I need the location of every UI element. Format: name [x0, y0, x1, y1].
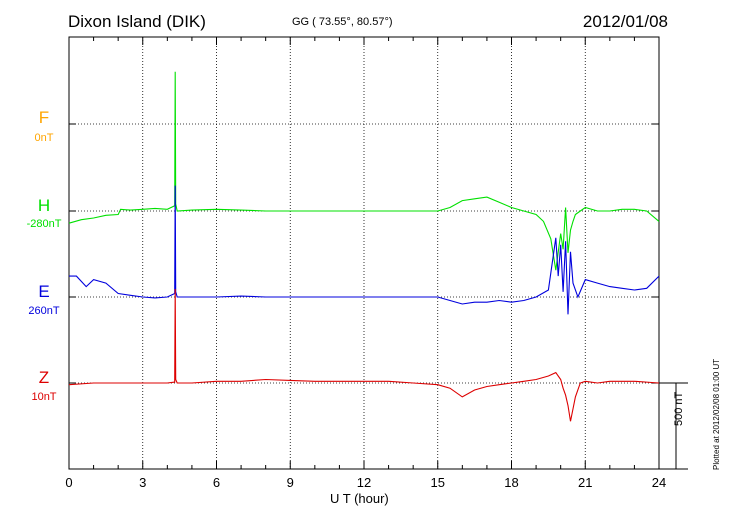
component-e-baseline: 260nT — [28, 305, 60, 317]
x-tick-label: 24 — [652, 475, 666, 490]
x-tick-label: 18 — [504, 475, 518, 490]
component-h-label: H — [37, 196, 51, 215]
scale-bar-label: 500 nT — [673, 391, 685, 426]
x-tick-label: 6 — [213, 475, 220, 490]
series-e-trace — [69, 185, 660, 315]
series-z-trace — [68, 288, 660, 422]
component-f-baseline: 0nT — [34, 132, 54, 144]
component-z-label: Z — [38, 368, 50, 387]
x-axis-label: U T (hour) — [330, 491, 389, 506]
coordinates: GG ( 73.55°, 80.57°) — [292, 16, 393, 28]
component-h-baseline: -280nT — [26, 218, 62, 230]
station-title: Dixon Island (DIK) — [68, 12, 206, 31]
component-e-label: E — [38, 282, 50, 301]
date-label: 2012/01/08 — [582, 12, 668, 31]
x-tick-label: 21 — [578, 475, 592, 490]
x-tick-label: 9 — [287, 475, 294, 490]
x-tick-label: 0 — [65, 475, 72, 490]
component-f-label: F — [38, 108, 50, 127]
x-tick-label: 12 — [357, 475, 371, 490]
plotted-timestamp: Plotted at 2012/02/08 01:00 UT — [712, 358, 721, 470]
x-tick-label: 15 — [431, 475, 445, 490]
component-z-baseline: 10nT — [31, 391, 57, 403]
x-tick-label: 3 — [139, 475, 146, 490]
series-h-trace — [68, 71, 660, 271]
